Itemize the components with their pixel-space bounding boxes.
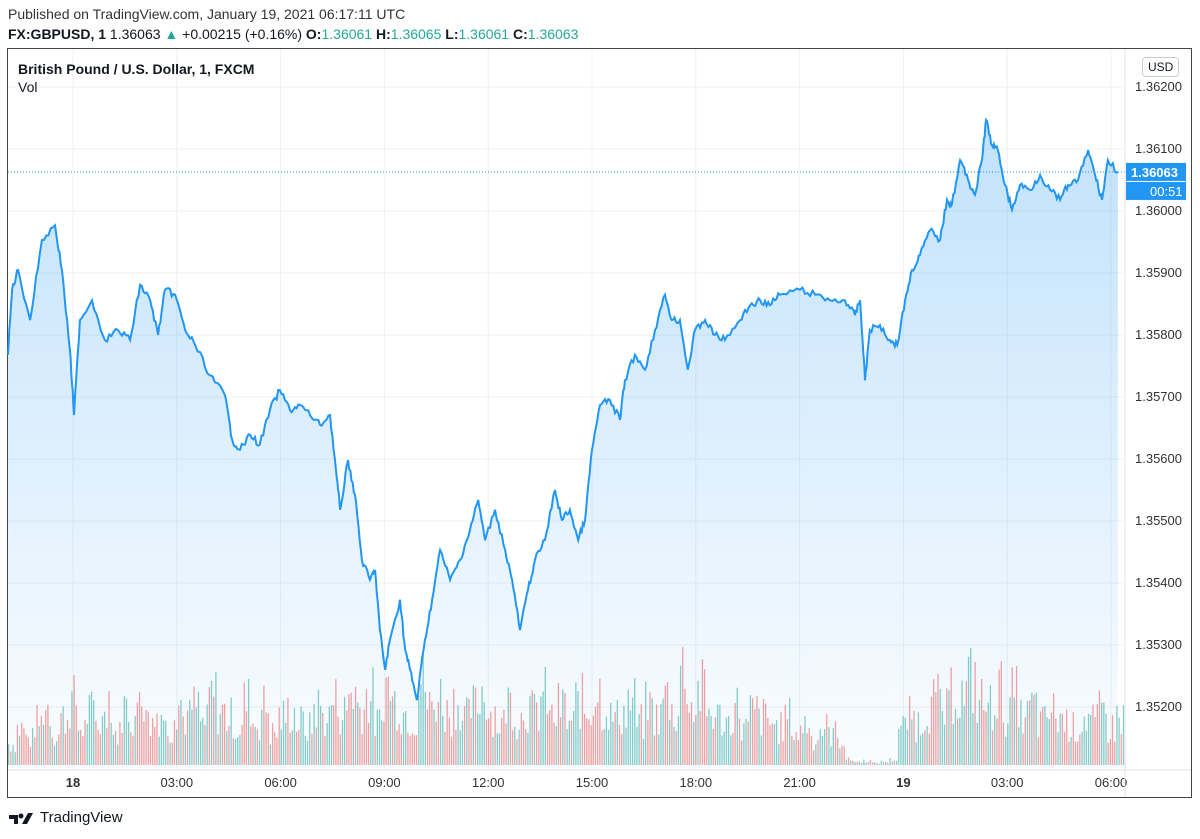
symbol-name: FX:GBPUSD, 1 (8, 26, 107, 42)
symbol-legend: FX:GBPUSD, 1 1.36063 ▲ +0.00215 (+0.16%)… (8, 26, 578, 42)
open-value: 1.36061 (321, 26, 373, 42)
y-tick-label: 1.36100 (1135, 141, 1182, 156)
x-tick-label: 12:00 (472, 775, 505, 790)
low-value: 1.36061 (458, 26, 510, 42)
y-tick-label: 1.36000 (1135, 203, 1182, 218)
last-price-label: 1.36063 (1131, 165, 1178, 180)
y-tick-label: 1.35900 (1135, 265, 1182, 280)
currency-button[interactable]: USD (1142, 57, 1180, 77)
last-price: 1.36063 (109, 26, 161, 42)
x-tick-label: 21:00 (783, 775, 816, 790)
y-tick-label: 1.35600 (1135, 451, 1182, 466)
up-arrow-icon: ▲ (164, 26, 179, 42)
low-label: L: (445, 26, 459, 42)
published-note: Published on TradingView.com, January 19… (8, 6, 406, 22)
chart-frame[interactable] (7, 48, 1192, 798)
chart-title: British Pound / U.S. Dollar, 1, FXCM (18, 61, 255, 77)
volume-bar (1120, 733, 1122, 765)
open-label: O: (305, 26, 322, 42)
close-value: 1.36063 (527, 26, 579, 42)
countdown-badge (1126, 181, 1186, 200)
x-tick-label: 03:00 (991, 775, 1024, 790)
x-tick-label: 09:00 (368, 775, 401, 790)
close-label: C: (512, 26, 528, 42)
last-price-badge (1126, 162, 1186, 181)
price-change: +0.00215 (+0.16%) (182, 26, 303, 42)
x-tick-label: 06:00 (1095, 775, 1128, 790)
countdown-label: 00:51 (1150, 184, 1183, 199)
high-label: H: (375, 26, 391, 42)
x-tick-label: 18 (66, 775, 80, 790)
y-tick-label: 1.35400 (1135, 575, 1182, 590)
x-tick-label: 18:00 (680, 775, 713, 790)
x-tick-label: 03:00 (161, 775, 194, 790)
brand-name: TradingView (40, 809, 123, 826)
volume-label: Vol (18, 79, 38, 95)
y-tick-label: 1.35200 (1135, 699, 1182, 714)
volume-bar (1122, 705, 1125, 765)
y-tick-label: 1.35300 (1135, 637, 1182, 652)
y-tick-label: 1.36200 (1135, 79, 1182, 94)
x-tick-label: 15:00 (576, 775, 609, 790)
tradingview-logo[interactable]: TradingView (8, 809, 123, 826)
y-tick-label: 1.35500 (1135, 513, 1182, 528)
price-area-fill (7, 119, 1118, 770)
price-line (7, 117, 1119, 701)
y-tick-label: 1.35800 (1135, 327, 1182, 342)
volume-bar (1118, 717, 1120, 765)
y-tick-label: 1.35700 (1135, 389, 1182, 404)
tradingview-logo-icon (9, 812, 33, 824)
high-value: 1.36065 (390, 26, 442, 42)
x-tick-label: 06:00 (264, 775, 297, 790)
x-tick-label: 19 (896, 775, 910, 790)
